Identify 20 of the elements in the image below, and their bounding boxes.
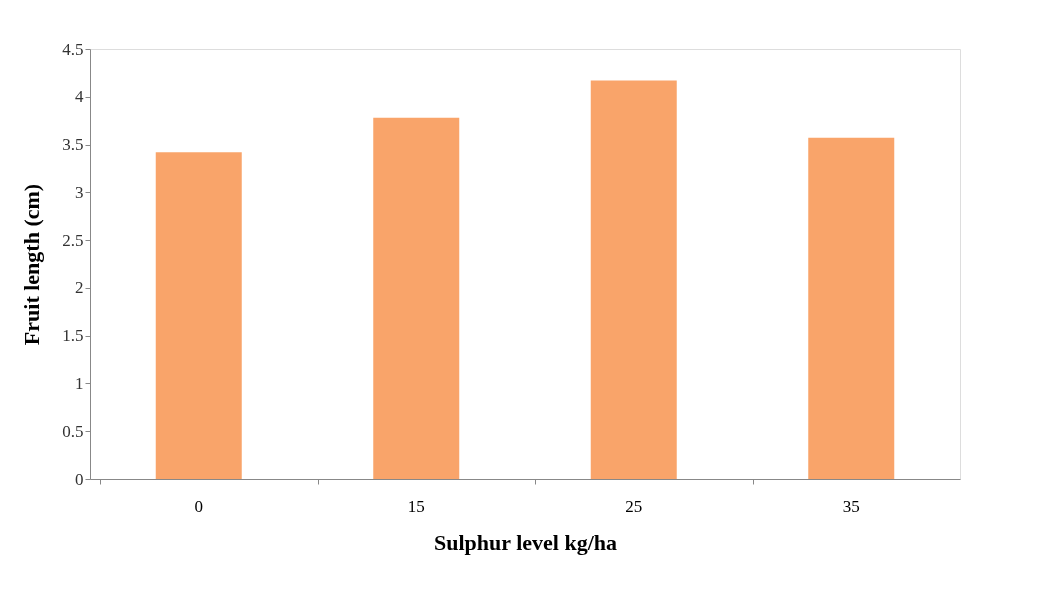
y-tick-label: 2 [75,278,84,298]
x-tick-label: 25 [625,496,643,516]
y-tick-label: 3 [75,182,84,202]
y-tick-label: 1.5 [62,326,84,346]
x-tick-label: 0 [194,496,203,516]
y-tick-label: 2.5 [62,230,84,250]
x-tick-label: 15 [407,496,425,516]
bar [373,117,460,479]
y-tick-label: 0.5 [62,421,84,441]
x-axis-title: Sulphur level kg/ha [434,529,617,555]
x-tick-label: 35 [842,496,860,516]
y-tick-label: 4 [75,87,84,107]
y-tick-label: 3.5 [62,135,84,155]
y-tick-label: 4.5 [62,39,84,59]
bar [808,137,895,479]
bar [590,80,677,479]
y-tick-label: 1 [75,373,84,393]
bar [155,152,242,479]
y-tick-label: 0 [75,469,84,489]
y-axis-title: Fruit length (cm) [19,183,45,346]
